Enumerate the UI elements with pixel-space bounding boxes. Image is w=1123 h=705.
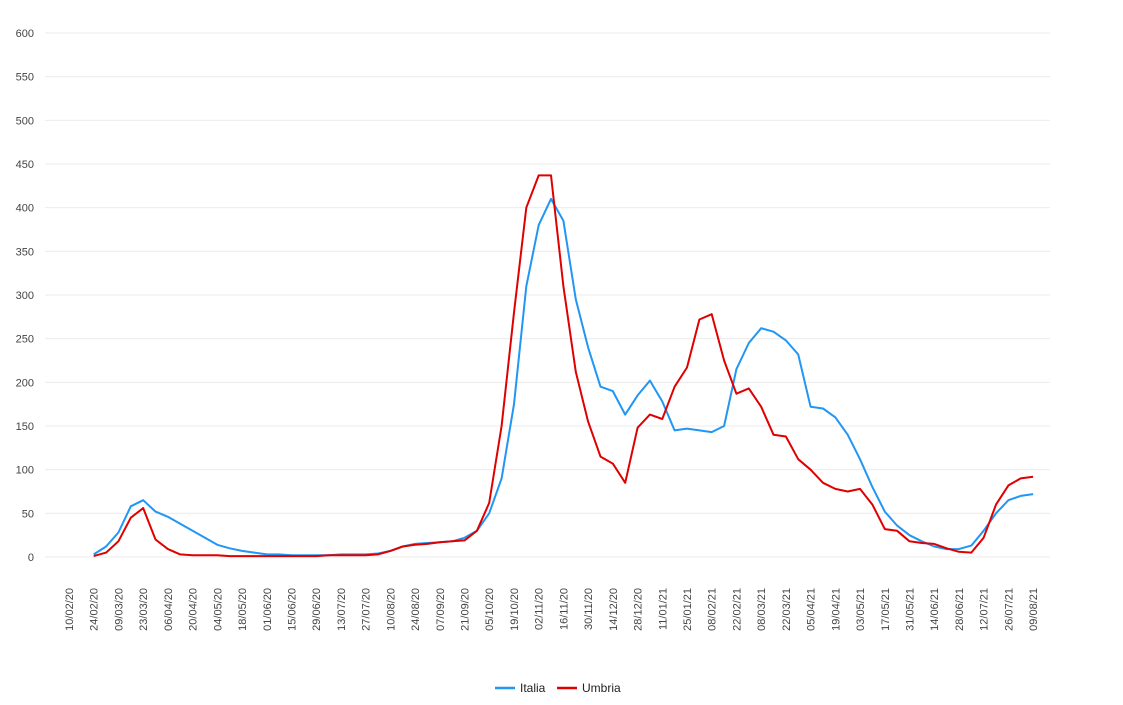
x-tick-label: 22/03/21 [781,588,793,631]
x-tick-label: 24/08/20 [410,588,422,631]
x-tick-label: 04/05/20 [212,588,224,631]
y-tick-label: 200 [16,377,34,389]
y-tick-label: 550 [16,72,34,84]
series-line-umbria [93,174,1034,558]
legend-label-umbria: Umbria [582,681,621,695]
x-tick-label: 26/07/21 [1003,588,1015,631]
legend-item-italia[interactable]: Italia [495,681,546,695]
x-tick-label: 19/10/20 [509,588,521,631]
x-tick-label: 28/06/21 [954,588,966,631]
x-tick-label: 24/02/20 [89,588,101,631]
series-lines [93,174,1034,558]
x-tick-label: 09/08/21 [1028,588,1040,631]
x-tick-label: 16/11/20 [558,588,570,630]
x-tick-label: 03/05/21 [855,588,867,631]
legend: Italia Umbria [495,681,621,695]
x-tick-label: 23/03/20 [138,588,150,631]
x-tick-label: 14/12/20 [608,588,620,631]
y-tick-label: 400 [16,203,34,215]
x-tick-label: 09/03/20 [113,588,125,631]
gridlines [45,32,1050,558]
y-tick-label: 600 [16,28,34,40]
x-tick-label: 31/05/21 [904,588,916,631]
x-tick-label: 10/02/20 [64,588,76,631]
x-tick-label: 12/07/21 [979,588,991,631]
x-tick-label: 27/07/20 [361,588,373,631]
y-tick-label: 450 [16,159,34,171]
x-tick-label: 17/05/21 [880,588,892,631]
x-tick-label: 08/03/21 [756,588,768,631]
legend-label-italia: Italia [520,681,546,695]
series-line-italia [93,197,1034,557]
x-tick-label: 29/06/20 [311,588,323,631]
x-axis-tick-labels: 10/02/20 24/02/20 09/03/20 23/03/20 06/04/20… [64,588,1040,631]
x-tick-label: 01/06/20 [262,588,274,631]
x-tick-label: 08/02/21 [707,588,719,631]
x-tick-label: 05/10/20 [484,588,496,631]
y-tick-label: 150 [16,421,34,433]
x-tick-label: 14/06/21 [929,588,941,631]
y-tick-label: 350 [16,246,34,258]
y-tick-label: 250 [16,334,34,346]
x-tick-label: 02/11/20 [534,588,546,630]
y-tick-label: 0 [28,552,34,564]
y-axis-tick-labels: 0 50 100 150 200 250 300 350 400 450 500 550 600 [16,28,34,564]
y-tick-label: 100 [16,465,34,477]
x-tick-label: 22/02/21 [731,588,743,631]
x-tick-label: 21/09/20 [460,588,472,631]
x-tick-label: 20/04/20 [188,588,200,631]
x-tick-label: 28/12/20 [633,588,645,631]
x-tick-label: 07/09/20 [435,588,447,631]
x-tick-label: 11/01/21 [657,588,669,630]
x-tick-label: 19/04/21 [830,588,842,631]
x-tick-label: 18/05/20 [237,588,249,631]
y-tick-label: 500 [16,115,34,127]
x-tick-label: 15/06/20 [286,588,298,631]
x-tick-label: 10/08/20 [385,588,397,631]
x-tick-label: 05/04/21 [806,588,818,631]
legend-item-umbria[interactable]: Umbria [557,681,621,695]
x-tick-label: 13/07/20 [336,588,348,631]
x-tick-label: 30/11/20 [583,588,595,630]
y-tick-label: 300 [16,290,34,302]
y-tick-label: 50 [22,508,34,520]
x-tick-label: 25/01/21 [682,588,694,631]
x-tick-label: 06/04/20 [163,588,175,631]
